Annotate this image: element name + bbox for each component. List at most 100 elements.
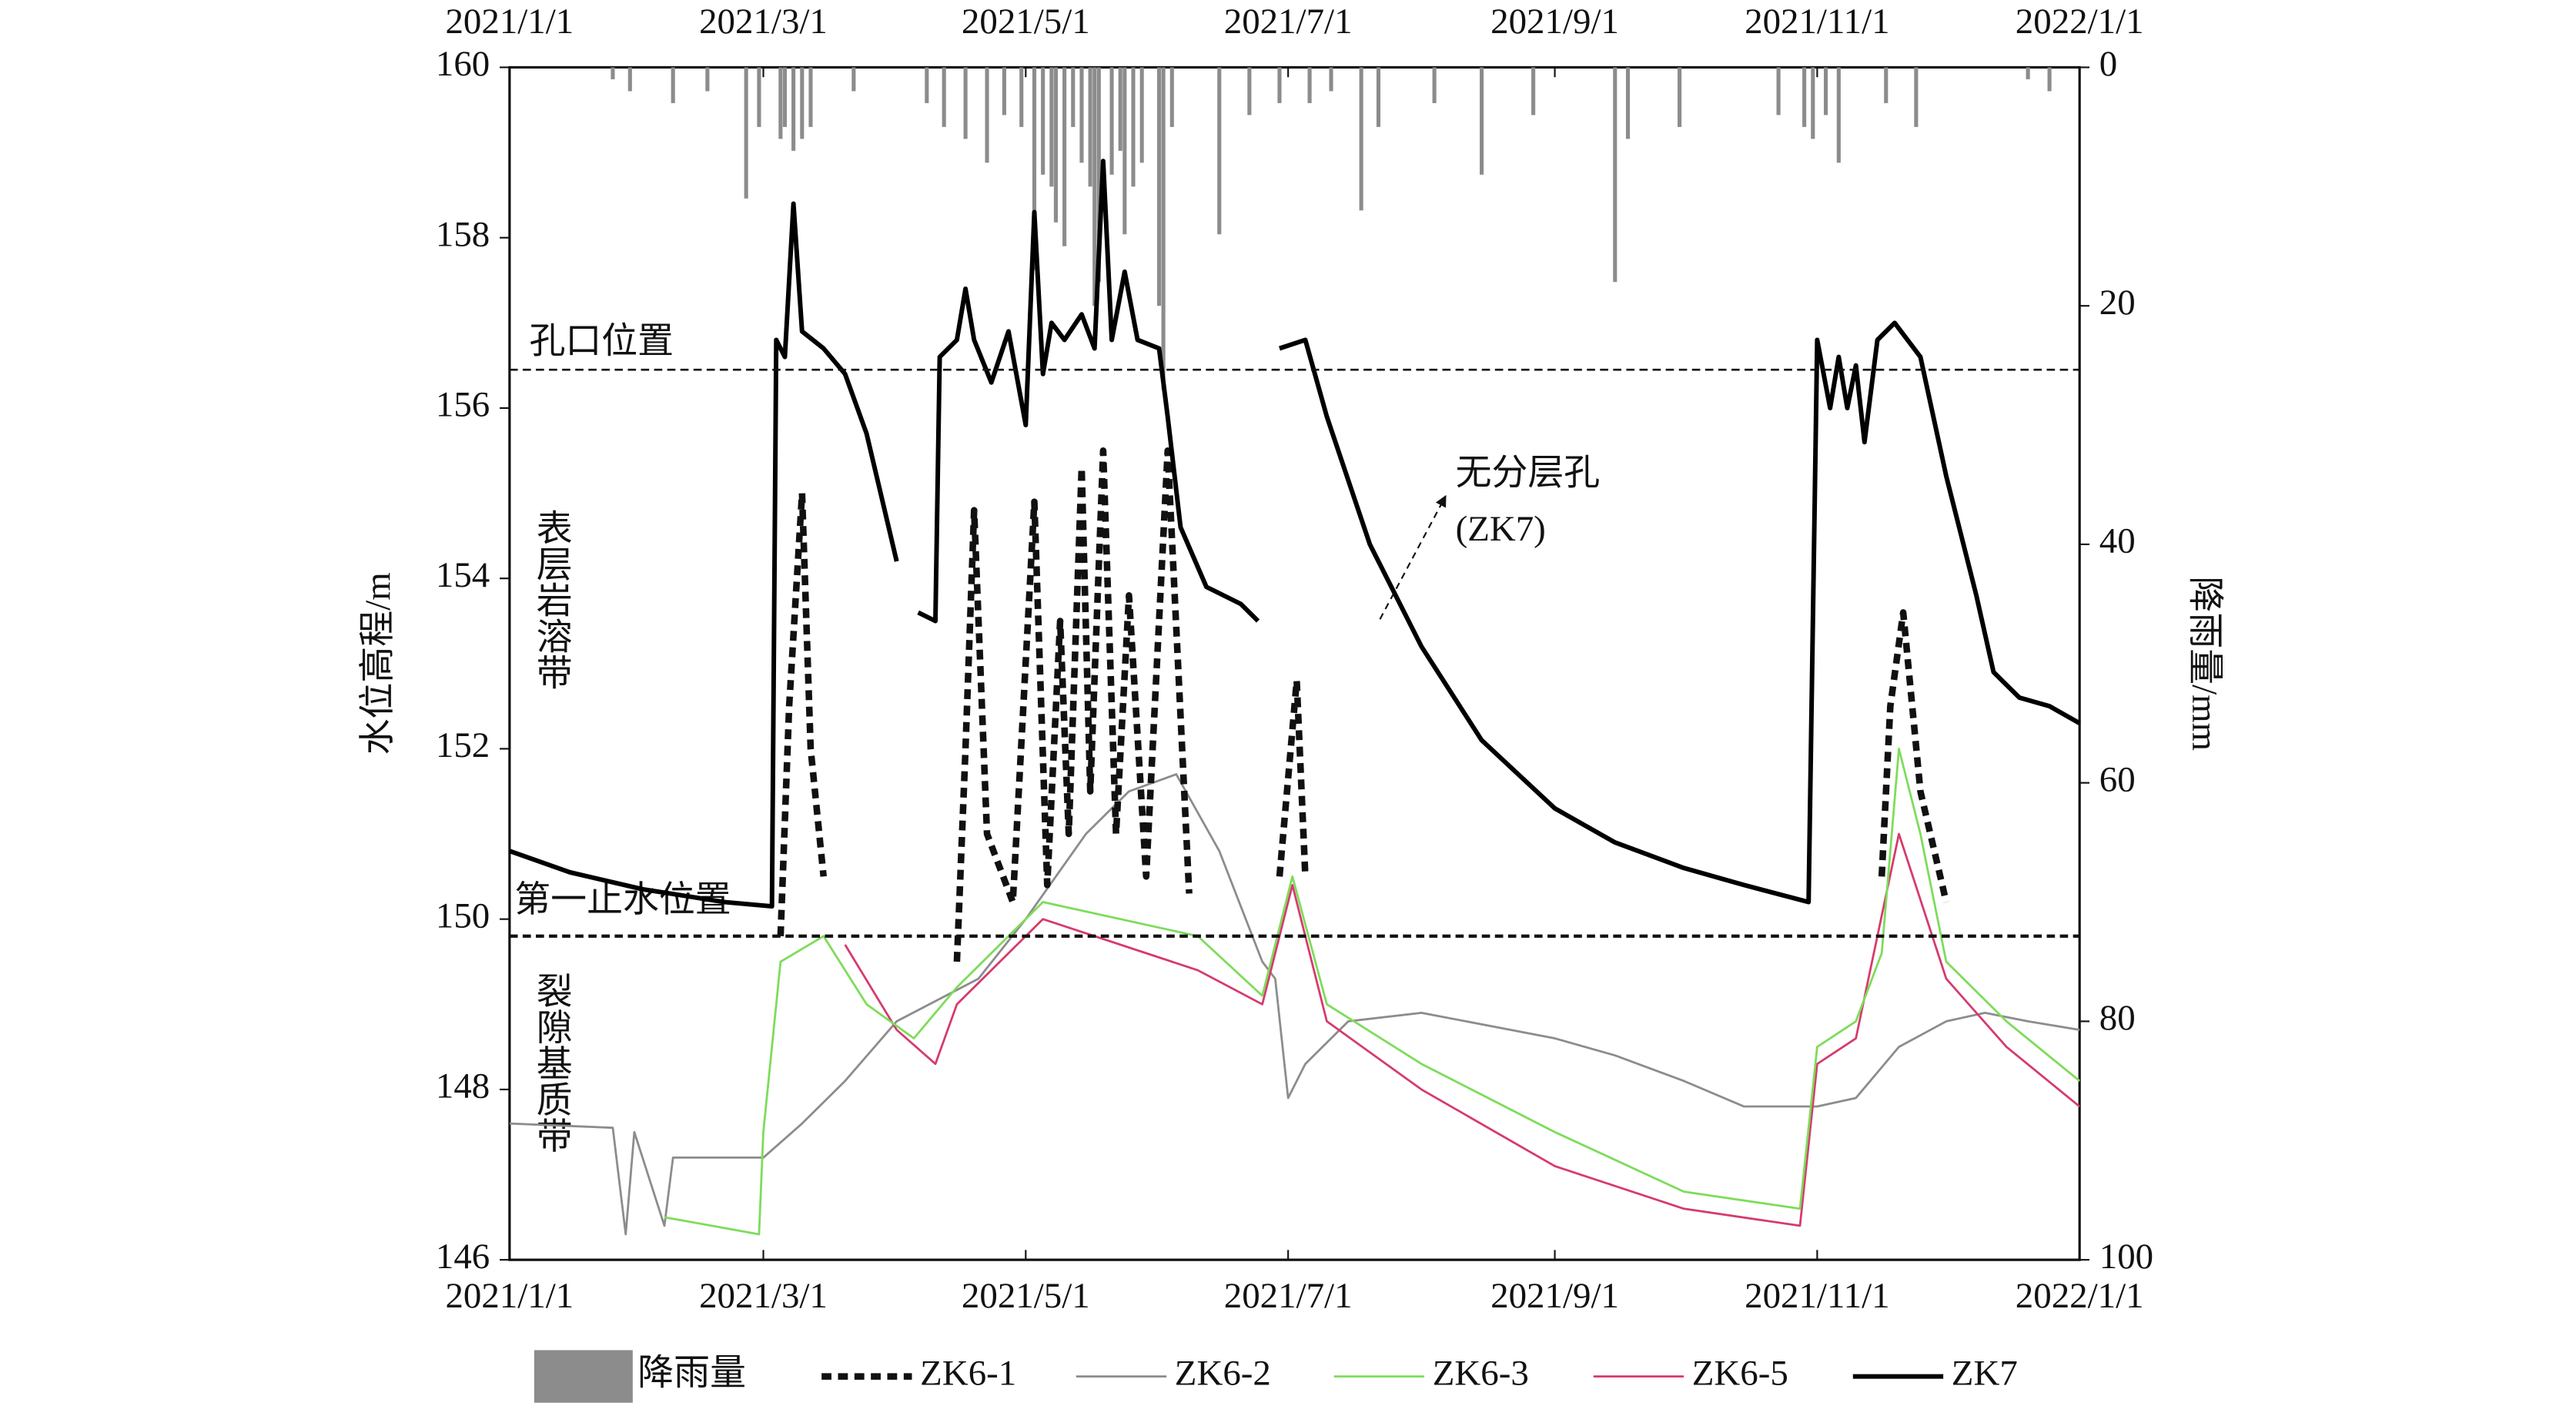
x-tick-label-top: 2021/1/1 [445, 2, 574, 42]
rain-bar [1432, 67, 1437, 103]
x-tick-label: 2021/11/1 [1745, 1276, 1890, 1316]
rain-bar [1625, 67, 1631, 139]
rain-bar [942, 67, 946, 127]
legend-label: ZK6-1 [920, 1353, 1016, 1393]
annotation: 无分层孔 [1456, 453, 1601, 493]
rain-bar [985, 67, 989, 163]
legend-label: ZK6-3 [1433, 1353, 1529, 1393]
rain-bar [778, 67, 783, 139]
rain-bar [1884, 67, 1889, 103]
x-tick-label: 2021/9/1 [1490, 1276, 1619, 1316]
series-line [777, 447, 1950, 962]
y-tick-label: 158 [436, 214, 490, 254]
rain-bar [2047, 67, 2052, 92]
rain-bar [611, 67, 615, 79]
rain-bar [1139, 67, 1144, 163]
legend-label: ZK7 [1952, 1353, 2018, 1393]
y2-tick-label: 60 [2099, 759, 2136, 799]
rain-bar [808, 67, 813, 127]
legend-label: ZK6-2 [1175, 1353, 1271, 1393]
y2-axis-label: 降雨量/mm [2184, 576, 2224, 751]
rain-bar [1156, 67, 1162, 306]
rain-bar [1071, 67, 1076, 127]
rain-bar [1613, 67, 1618, 283]
rain-bar [1307, 67, 1312, 103]
rain-bar [1019, 67, 1024, 127]
rain-bar [1131, 67, 1136, 187]
x-tick-label-top: 2021/9/1 [1490, 2, 1619, 42]
plot-frame [508, 65, 2081, 1261]
rain-bar [1823, 67, 1828, 115]
series-line [509, 773, 2080, 1236]
rain-bar [1002, 67, 1006, 115]
x-tick-label: 2021/1/1 [445, 1276, 574, 1316]
rain-bar [1122, 67, 1127, 235]
rain-bar [963, 67, 968, 139]
y-tick-label: 156 [436, 385, 490, 425]
legend-label: 降雨量 [637, 1353, 746, 1393]
rain-bar [1169, 67, 1174, 127]
rain-bar [1277, 67, 1282, 103]
rain-bar [757, 67, 761, 127]
x-tick-label: 2022/1/1 [2016, 1276, 2144, 1316]
rain-bar [1914, 67, 1919, 127]
rain-bar [800, 67, 805, 139]
rain-bar [1041, 67, 1045, 175]
x-tick-label: 2021/3/1 [699, 1276, 828, 1316]
rain-bar [925, 67, 929, 103]
rain-bar [1092, 67, 1097, 306]
y-tick-label: 160 [436, 44, 490, 84]
series-line [508, 159, 2081, 909]
x-tick-label-top: 2021/5/1 [962, 2, 1090, 42]
x-tick-label-top: 2022/1/1 [2016, 2, 2144, 42]
rain-bar [1096, 67, 1101, 283]
series-line [664, 748, 2081, 1236]
x-tick-label-top: 2021/7/1 [1224, 2, 1353, 42]
rain-bar [1118, 67, 1122, 151]
rain-bar [782, 67, 788, 127]
rain-bar [1217, 67, 1222, 235]
rain-bar [1776, 67, 1781, 115]
legend-swatch [534, 1350, 633, 1403]
rain-bar [1079, 67, 1084, 163]
y2-tick-label: 0 [2099, 44, 2117, 84]
y-tick-label: 150 [436, 895, 490, 936]
x-tick-label-top: 2021/11/1 [1745, 2, 1890, 42]
rain-bar [1531, 67, 1536, 115]
rain-bar [1049, 67, 1054, 187]
rain-bar [1802, 67, 1807, 127]
rain-bar [1329, 67, 1333, 92]
rain-bar [2026, 67, 2030, 79]
legend-label: ZK6-5 [1692, 1353, 1788, 1393]
x-tick-label: 2021/5/1 [962, 1276, 1090, 1316]
rain-bar [671, 67, 675, 103]
rain-bar [1836, 67, 1841, 163]
y-tick-label: 148 [436, 1066, 490, 1106]
y2-tick-label: 80 [2099, 998, 2136, 1038]
y-axis-label: 水位高程/m [358, 572, 398, 755]
rain-bar [1376, 67, 1381, 127]
zone-label: 裂隙基质带 [530, 972, 571, 1153]
rain-bar [1678, 67, 1682, 127]
rain-bar [1161, 67, 1166, 390]
zone-label: 表层岩溶带 [530, 509, 571, 690]
rain-bar [851, 67, 856, 92]
rain-bar [1247, 67, 1252, 115]
y-tick-label: 154 [436, 555, 490, 595]
rain-bar [627, 67, 632, 92]
reference-label: 孔口位置 [529, 322, 674, 362]
rain-bar [1480, 67, 1484, 175]
annotation: (ZK7) [1456, 509, 1546, 549]
series-line [844, 832, 2081, 1227]
rain-bar [1062, 67, 1067, 246]
rain-bar [1359, 67, 1363, 211]
x-tick-label-top: 2021/3/1 [699, 2, 828, 42]
annotation-arrow [1379, 494, 1447, 620]
rain-bar [705, 67, 710, 92]
rain-bar [791, 67, 796, 151]
y2-tick-label: 20 [2099, 283, 2136, 323]
y-tick-label: 146 [436, 1237, 490, 1277]
y-tick-label: 152 [436, 725, 490, 765]
